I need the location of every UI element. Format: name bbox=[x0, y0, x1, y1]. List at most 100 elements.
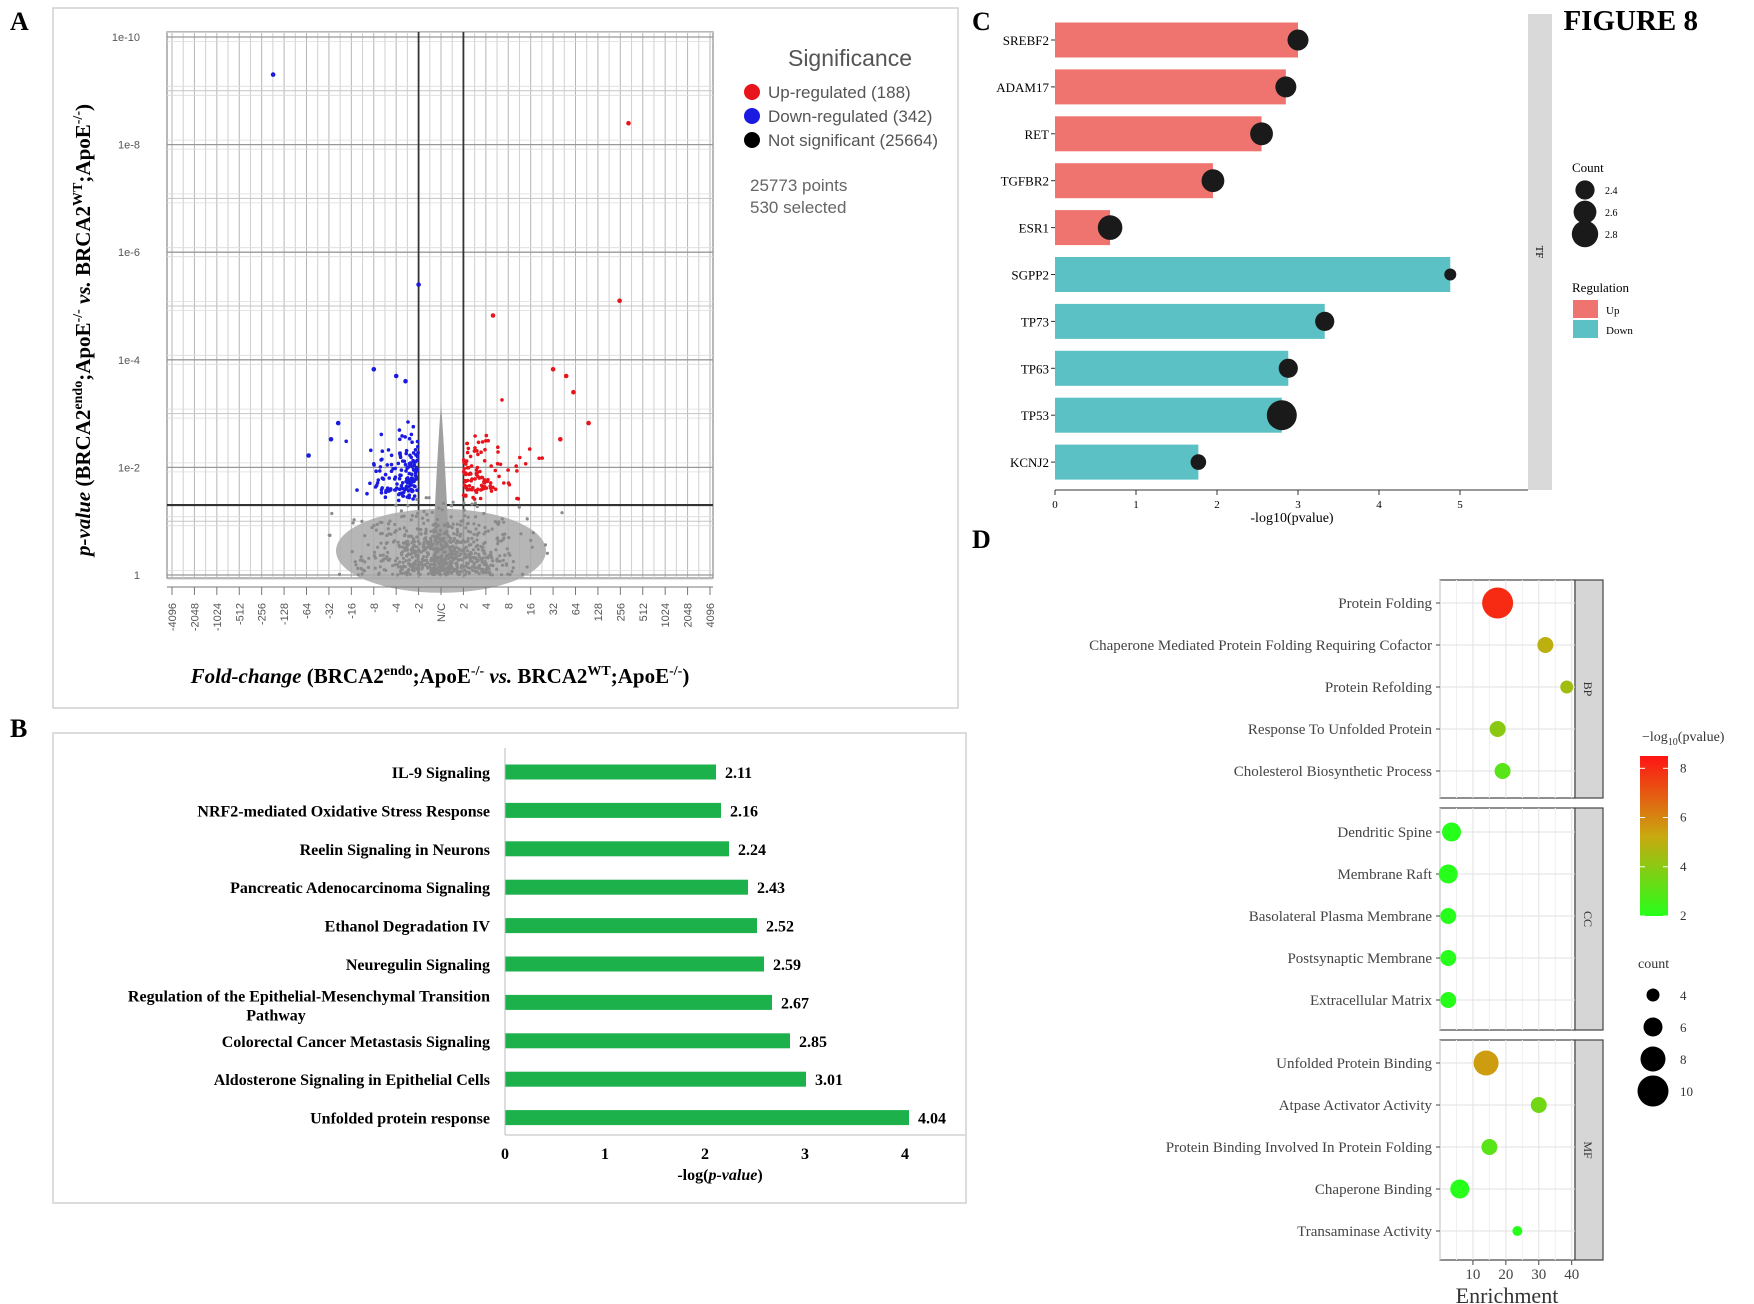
volcano-ns-point bbox=[394, 503, 398, 507]
volcano-ns-point bbox=[449, 515, 453, 519]
tf-bar bbox=[1055, 397, 1282, 433]
volcano-ns-point bbox=[359, 555, 363, 559]
volcano-ns-point bbox=[438, 540, 442, 544]
panel-label-c: C bbox=[972, 7, 991, 36]
pathway-x-label: -log(p-value) bbox=[677, 1167, 762, 1184]
volcano-x-tick-label: 4096 bbox=[705, 603, 717, 627]
go-term-dot bbox=[1494, 763, 1511, 779]
pathway-bar bbox=[505, 764, 716, 780]
go-facet-panel bbox=[1439, 1039, 1576, 1261]
volcano-down-point bbox=[389, 487, 393, 491]
go-term-label: Unfolded Protein Binding bbox=[1276, 1056, 1432, 1072]
volcano-ns-point bbox=[525, 565, 529, 569]
volcano-legend-title: Significance bbox=[788, 45, 912, 71]
tf-count-dot bbox=[1250, 122, 1273, 146]
volcano-x-tick-label: 64 bbox=[571, 603, 583, 615]
volcano-up-point bbox=[467, 484, 472, 488]
volcano-ns-point bbox=[407, 558, 411, 562]
volcano-down-point bbox=[389, 462, 394, 467]
volcano-ns-point bbox=[443, 557, 447, 562]
volcano-down-point bbox=[411, 497, 415, 501]
volcano-ns-point bbox=[438, 573, 442, 577]
volcano-ns-point bbox=[451, 539, 455, 543]
volcano-ns-point bbox=[414, 559, 418, 563]
panel-label-d: D bbox=[972, 525, 991, 554]
volcano-down-point bbox=[407, 436, 412, 441]
volcano-ns-point bbox=[393, 559, 398, 563]
volcano-ns-point bbox=[519, 532, 523, 536]
volcano-ns-point bbox=[496, 522, 500, 527]
volcano-ns-point bbox=[426, 518, 430, 523]
go-facet-strip bbox=[1574, 1039, 1604, 1261]
volcano-ns-point bbox=[449, 540, 453, 545]
pathway-bar bbox=[505, 802, 721, 818]
volcano-ns-point bbox=[483, 540, 487, 545]
volcano-ns-point bbox=[439, 537, 443, 541]
volcano-ns-point bbox=[466, 549, 470, 553]
volcano-up-point bbox=[473, 434, 477, 438]
volcano-down-point bbox=[409, 482, 413, 487]
volcano-x-tick-label: N/C bbox=[436, 603, 448, 622]
tf-count-dot bbox=[1201, 169, 1225, 193]
volcano-ns-point bbox=[446, 521, 450, 526]
volcano-down-point bbox=[416, 450, 420, 455]
volcano-down-point bbox=[411, 451, 416, 455]
volcano-ns-point bbox=[373, 566, 377, 570]
volcano-ns-point bbox=[517, 505, 521, 509]
tf-category-label: RET bbox=[1024, 127, 1049, 142]
volcano-ns-point bbox=[477, 564, 481, 568]
volcano-down-point bbox=[378, 469, 382, 473]
volcano-ns-point bbox=[473, 551, 477, 555]
volcano-ns-point bbox=[413, 540, 417, 544]
volcano-ns-point bbox=[447, 535, 451, 539]
volcano-legend-swatch bbox=[744, 108, 760, 124]
volcano-ns-point bbox=[425, 551, 429, 555]
volcano-down-point bbox=[416, 282, 421, 287]
pathway-bar bbox=[505, 956, 764, 972]
pathway-bar bbox=[505, 841, 729, 857]
tf-x-tick-label: 0 bbox=[1052, 499, 1058, 511]
volcano-ns-point bbox=[444, 542, 448, 547]
volcano-up-point bbox=[488, 481, 493, 485]
volcano-down-point bbox=[396, 461, 401, 466]
volcano-ns-point bbox=[467, 543, 471, 547]
volcano-up-point bbox=[563, 373, 569, 379]
tf-count-dot bbox=[1315, 311, 1335, 331]
volcano-legend-swatch bbox=[744, 132, 760, 148]
volcano-ns-point bbox=[442, 550, 446, 555]
volcano-ns-point bbox=[458, 523, 463, 527]
volcano-up-point bbox=[495, 461, 500, 466]
volcano-up-point bbox=[484, 486, 489, 490]
volcano-ns-point bbox=[486, 529, 491, 533]
volcano-ns-point bbox=[379, 541, 383, 545]
volcano-ns-point bbox=[489, 550, 493, 554]
go-x-tick-label: 30 bbox=[1531, 1267, 1546, 1283]
volcano-ns-point bbox=[436, 534, 440, 538]
pathway-category-label: Pancreatic Adenocarcinoma Signaling bbox=[230, 880, 490, 897]
pathway-category-label: Regulation of the Epithelial-Mesenchymal… bbox=[128, 988, 490, 1005]
volcano-ns-point bbox=[511, 560, 515, 564]
pathway-value-label: 2.85 bbox=[799, 1034, 827, 1051]
volcano-down-point bbox=[400, 459, 405, 463]
volcano-ns-point bbox=[472, 522, 476, 526]
volcano-ns-point bbox=[451, 544, 455, 549]
volcano-ns-point bbox=[398, 527, 402, 531]
volcano-ns-point bbox=[500, 573, 504, 577]
volcano-ns-point bbox=[442, 566, 446, 571]
volcano-ns-point bbox=[483, 559, 487, 564]
volcano-ns-point bbox=[501, 532, 505, 537]
tf-x-label: -log10(pvalue) bbox=[1250, 511, 1334, 526]
pathway-category-label: Ethanol Degradation IV bbox=[325, 919, 491, 936]
volcano-down-point bbox=[344, 439, 349, 444]
volcano-down-point bbox=[397, 487, 402, 492]
volcano-ns-point bbox=[410, 535, 414, 539]
volcano-ns-point bbox=[469, 530, 473, 534]
volcano-ns-point bbox=[415, 497, 419, 502]
volcano-ns-point bbox=[458, 534, 462, 538]
volcano-ns-point bbox=[444, 573, 448, 577]
go-term-dot bbox=[1489, 721, 1506, 737]
volcano-ns-point bbox=[447, 556, 451, 560]
volcano-up-point bbox=[490, 313, 496, 318]
volcano-x-tick-label: -256 bbox=[257, 603, 269, 625]
volcano-ns-point bbox=[474, 527, 478, 531]
